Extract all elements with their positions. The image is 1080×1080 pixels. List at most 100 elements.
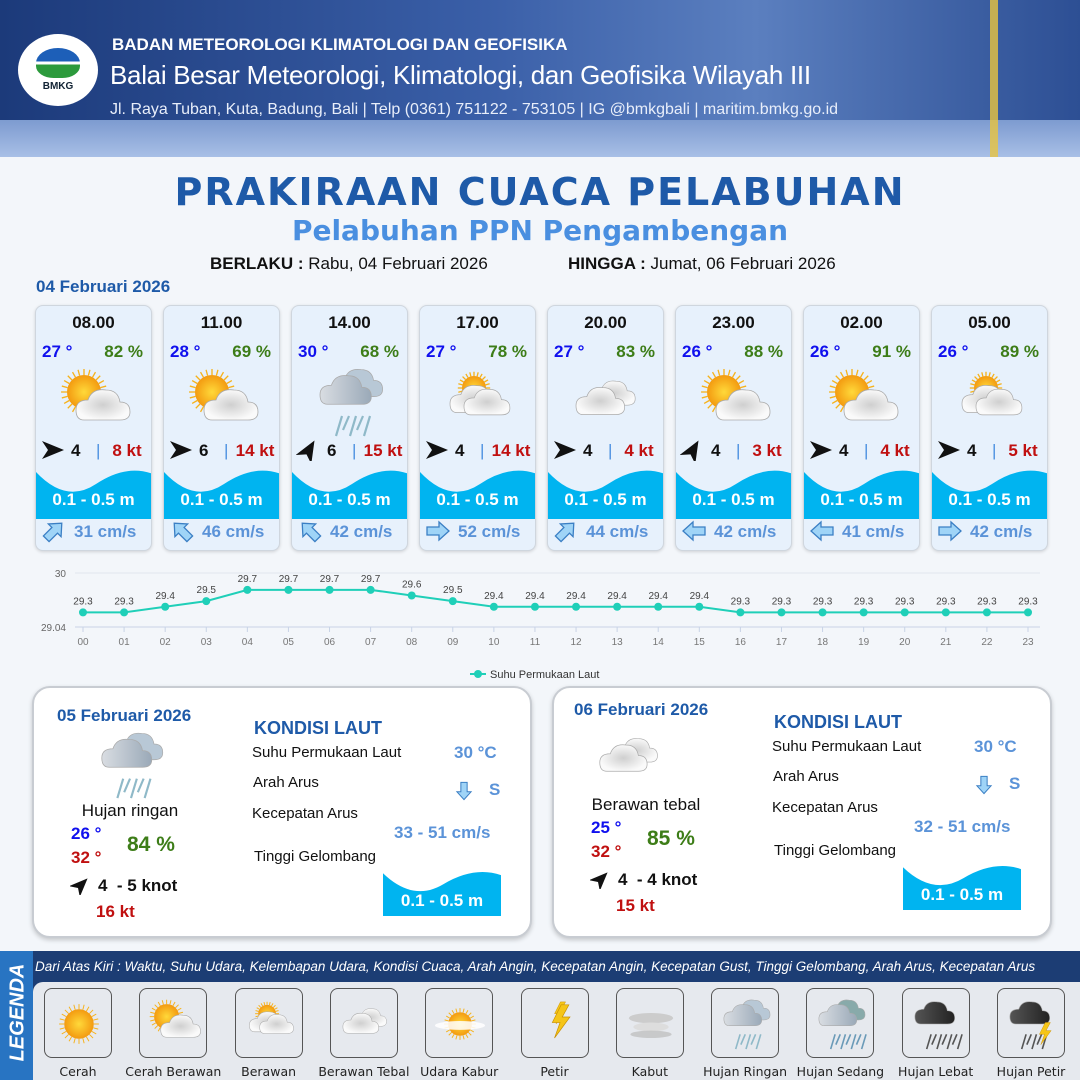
humidity: 85 % (647, 827, 695, 850)
forecast-card: 02.00 26 ° 91 % 4 | 4 kt 0.1 - 0.5 m 41 … (803, 305, 920, 551)
gust-speed: 3 kt (752, 441, 782, 460)
forecast-time: 08.00 (72, 313, 115, 332)
data-point (161, 602, 170, 611)
current-direction-icon (453, 778, 475, 804)
svg-text:Suhu Permukaan Laut: Suhu Permukaan Laut (490, 669, 599, 681)
cerah-berawan-weather-icon (184, 364, 260, 440)
separator: | (992, 441, 997, 460)
legend-item-hujan-sedang: Hujan Sedang (797, 988, 888, 1080)
data-label: 29.3 (977, 596, 997, 607)
x-tick-label: 02 (160, 637, 172, 648)
x-tick-label: 07 (365, 637, 377, 648)
data-point (654, 602, 663, 611)
data-label: 29.4 (607, 591, 627, 602)
data-point (859, 608, 868, 617)
data-point (325, 585, 334, 594)
separator: | (736, 441, 741, 460)
data-label: 29.3 (895, 596, 915, 607)
x-tick-label: 05 (283, 637, 295, 648)
wind-speed: 6 (327, 441, 337, 460)
data-label: 29.6 (402, 580, 422, 591)
current-direction-label: Arah Arus (253, 774, 319, 791)
air-temp: 26 ° (810, 342, 841, 361)
data-point (489, 602, 498, 611)
wind-speed: 4 (583, 441, 593, 460)
weather-condition: Berawan tebal (591, 795, 701, 814)
harbor-illustration (0, 120, 1080, 157)
gust-speed: 5 kt (1008, 441, 1038, 460)
current-speed: 44 cm/s (586, 522, 649, 541)
daily-forecast-panel: 06 Februari 2026 Berawan tebal 25 ° 32 °… (552, 686, 1052, 938)
hujan-ringan-weather-icon (312, 364, 388, 440)
separator: | (224, 441, 229, 460)
cerah-berawan-weather-icon (56, 364, 132, 440)
wind-direction-icon (552, 439, 578, 461)
data-label: 29.4 (566, 591, 586, 602)
air-temp: 27 ° (42, 342, 73, 361)
data-point (284, 585, 293, 594)
sst-value: 30 °C (454, 743, 497, 762)
gust-speed: 14 kt (235, 441, 275, 460)
chart-legend[interactable]: Suhu Permukaan Laut (470, 669, 599, 681)
current-direction-value: S (489, 780, 501, 799)
wind-speed: 4 (71, 441, 81, 460)
data-label: 29.3 (73, 596, 93, 607)
wave-height: 0.1 - 0.5 m (948, 490, 1031, 509)
wind-speed-range: 4 - 4 knot (618, 870, 698, 889)
humidity: 78 % (488, 342, 527, 361)
wind-speed: 4 (455, 441, 465, 460)
legend-item-udara-kabur: Udara Kabur (417, 988, 507, 1080)
sea-temp-chart: 30 29.04 29.3 00 29.3 01 29.4 02 29.5 03 29.7 04 29.… (41, 569, 1040, 681)
forecast-card: 14.00 30 ° 68 % 6 | 15 kt 0.1 - 0.5 m 42… (291, 305, 408, 551)
humidity: 82 % (104, 342, 143, 361)
x-tick-label: 04 (242, 637, 254, 648)
wave-height: 0.1 - 0.5 m (436, 490, 519, 509)
x-tick-label: 01 (119, 637, 131, 648)
temp-max: 32 ° (591, 842, 622, 861)
cerah-berawan-icon (146, 996, 202, 1052)
wind-direction-icon (808, 439, 834, 461)
legend-label: Berawan Tebal (318, 1064, 410, 1079)
current-direction-icon (424, 518, 452, 544)
current-speed: 46 cm/s (202, 522, 265, 541)
wave-icon (420, 464, 535, 519)
legend-item-petir: Petir (513, 988, 603, 1080)
data-point (530, 602, 539, 611)
separator: | (480, 441, 485, 460)
wave-icon (164, 464, 279, 519)
x-tick-label: 22 (981, 637, 993, 648)
x-tick-label: 15 (694, 637, 706, 648)
bmkg-logo: BMKG (18, 34, 98, 106)
hujan-sedang-icon (813, 996, 869, 1052)
legend-item-berawan-tebal: Berawan Tebal (318, 988, 412, 1080)
series-line (83, 588, 1028, 614)
forecast-time: 20.00 (584, 313, 627, 332)
current-direction-icon (936, 518, 964, 544)
data-point (818, 608, 827, 617)
humidity: 84 % (127, 833, 175, 856)
current-speed: 31 cm/s (74, 522, 137, 541)
x-tick-label: 16 (735, 637, 747, 648)
hujan-petir-icon (1004, 996, 1060, 1052)
separator: | (864, 441, 869, 460)
wave-icon (804, 464, 919, 519)
data-point (407, 591, 416, 600)
gust-speed: 15 kt (363, 441, 403, 460)
forecast-time: 14.00 (328, 313, 371, 332)
data-point (777, 608, 786, 617)
legend-item-hujan-lebat: Hujan Lebat (894, 988, 984, 1080)
wind-direction-icon (40, 439, 66, 461)
air-temp: 28 ° (170, 342, 201, 361)
page-title: PRAKIRAAN CUACA PELABUHAN (174, 170, 906, 214)
wave-height: 0.1 - 0.5 m (920, 885, 1004, 904)
wind-direction-icon (679, 439, 706, 465)
header-banner: BMKG BADAN METEOROLOGI KLIMATOLOGI DAN G… (0, 0, 1080, 157)
legend-item-berawan: Berawan (227, 988, 317, 1080)
current-direction-icon (973, 772, 995, 798)
air-temp: 27 ° (554, 342, 585, 361)
temp-min: 26 ° (71, 824, 102, 843)
forecast-time: 23.00 (712, 313, 755, 332)
x-tick-label: 00 (77, 637, 89, 648)
wave-height: 0.1 - 0.5 m (692, 490, 775, 509)
petir-icon (528, 996, 584, 1052)
